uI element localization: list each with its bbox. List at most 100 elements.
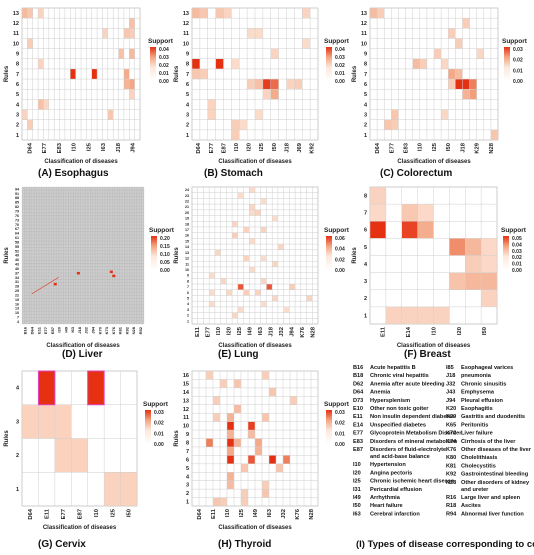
heatmap-cell <box>260 255 267 262</box>
heatmap-cell <box>370 221 386 239</box>
code-description: Chronic ischemic heart disease <box>370 479 454 485</box>
heatmap-cell <box>76 271 80 275</box>
heatmap-cell <box>207 99 216 110</box>
legend-colorbar <box>326 236 332 270</box>
legend-tick-label: 0.03 <box>512 249 522 255</box>
y-tick-label: 10 <box>183 424 189 430</box>
legend-tick-label: 0.02 <box>154 421 164 427</box>
heatmap-cell <box>433 306 450 324</box>
legend-title: Support <box>149 227 175 234</box>
y-tick-label: 5 <box>186 92 189 98</box>
heatmap-cell <box>302 38 311 49</box>
heatmap-cell <box>249 204 255 210</box>
y-tick-label: 82 <box>15 205 19 209</box>
y-tick-label: 8 <box>187 279 189 283</box>
legend-colorbar <box>503 236 509 270</box>
x-tick-label: J94 <box>290 326 296 336</box>
y-tick-label: 14 <box>185 245 189 249</box>
y-tick-label: 16 <box>183 373 189 379</box>
heatmap-cell <box>391 119 399 130</box>
heatmap-cell <box>449 238 466 256</box>
legend-tick-label: 0.05 <box>160 260 170 266</box>
heatmap-cell <box>455 68 463 80</box>
heatmap-cell <box>255 438 262 447</box>
x-tick-label: E87 <box>50 326 55 334</box>
y-tick-label: 91 <box>15 192 19 196</box>
y-tick-label: 6 <box>186 82 189 88</box>
x-tick-label: D64 <box>375 142 381 153</box>
x-tick-label: I50 <box>127 509 133 517</box>
heatmap-cell <box>129 48 135 59</box>
heatmap-cell <box>227 438 234 447</box>
y-tick-label: 3 <box>364 279 367 285</box>
panel-caption: (C) Colorectum <box>380 168 452 179</box>
heatmap-cell <box>38 371 55 405</box>
code-label: J32 <box>446 381 455 387</box>
y-tick-label: 70 <box>15 223 19 227</box>
code-description: pneumonia <box>461 373 492 379</box>
legend-tick-label: 0.02 <box>335 257 345 263</box>
code-label: I31 <box>353 487 361 493</box>
heatmap-cell <box>226 289 233 296</box>
x-tick-label: J18 <box>460 142 466 152</box>
legend-colorbar <box>150 47 156 81</box>
y-tick-label: 5 <box>187 297 189 301</box>
y-tick-label: 8 <box>186 62 189 68</box>
y-tick-label: 1 <box>16 133 19 139</box>
x-tick-label: I49 <box>253 508 259 517</box>
heatmap-cell <box>481 238 497 256</box>
heatmap-cell <box>129 28 135 39</box>
heatmap-cell <box>277 244 284 250</box>
heatmap-cell <box>243 226 250 233</box>
x-tick-label: J32 <box>279 327 285 337</box>
heatmap-cell <box>215 8 224 19</box>
y-tick-label: 7 <box>364 72 367 78</box>
panel-caption: (A) Esophagus <box>38 168 109 179</box>
x-tick-label: I20 <box>457 327 463 335</box>
code-label: D62 <box>353 381 363 387</box>
heatmap-cell <box>391 109 399 120</box>
code-label: K29 <box>446 414 456 420</box>
y-tick-label: 18 <box>185 222 189 226</box>
heatmap-cell <box>434 48 442 59</box>
heatmap-cell <box>249 187 255 193</box>
y-tick-label: 46 <box>15 258 19 262</box>
heatmap-cell <box>214 249 221 256</box>
x-tick-label: E11 <box>381 326 387 337</box>
y-tick-label: 6 <box>187 291 189 295</box>
code-label: E87 <box>353 447 363 453</box>
code-label: E11 <box>353 414 363 420</box>
x-tick-label: I10 <box>225 509 231 517</box>
code-description: Esophageal varices <box>461 365 513 371</box>
code-label: R16 <box>446 495 456 501</box>
legend-title: Support <box>143 401 169 408</box>
y-tick-label: 9 <box>186 52 189 58</box>
x-tick-label: I10 <box>94 509 100 517</box>
y-tick-label: 55 <box>15 245 19 249</box>
legend-tick-label: 0.20 <box>160 236 170 242</box>
heatmap-cell <box>209 272 215 279</box>
heatmap-cell <box>27 8 33 19</box>
heatmap-cell <box>302 8 311 19</box>
x-tick-label: E11 <box>211 508 217 519</box>
heatmap-cell <box>465 238 482 256</box>
heatmap-cell <box>71 438 88 473</box>
y-tick-label: 40 <box>15 267 19 271</box>
heatmap-cell <box>107 109 114 120</box>
code-description: Esophagitis <box>461 406 493 412</box>
heatmap-cell <box>283 306 290 313</box>
y-tick-label: 4 <box>186 474 190 480</box>
heatmap-cell <box>199 8 208 19</box>
y-tick-label: 17 <box>185 228 189 232</box>
x-tick-label: E83 <box>57 142 63 153</box>
x-tick-label: J69 <box>297 142 303 152</box>
y-tick-label: 1 <box>364 133 367 139</box>
heatmap-cell <box>248 421 255 431</box>
heatmap-cell <box>481 289 497 307</box>
y-tick-label: 10 <box>15 311 19 315</box>
code-label: K92 <box>446 472 456 478</box>
code-label: D64 <box>353 390 364 396</box>
y-tick-label: 11 <box>183 415 189 421</box>
x-tick-label: I50 <box>446 143 452 151</box>
heatmap-cell <box>237 284 244 290</box>
